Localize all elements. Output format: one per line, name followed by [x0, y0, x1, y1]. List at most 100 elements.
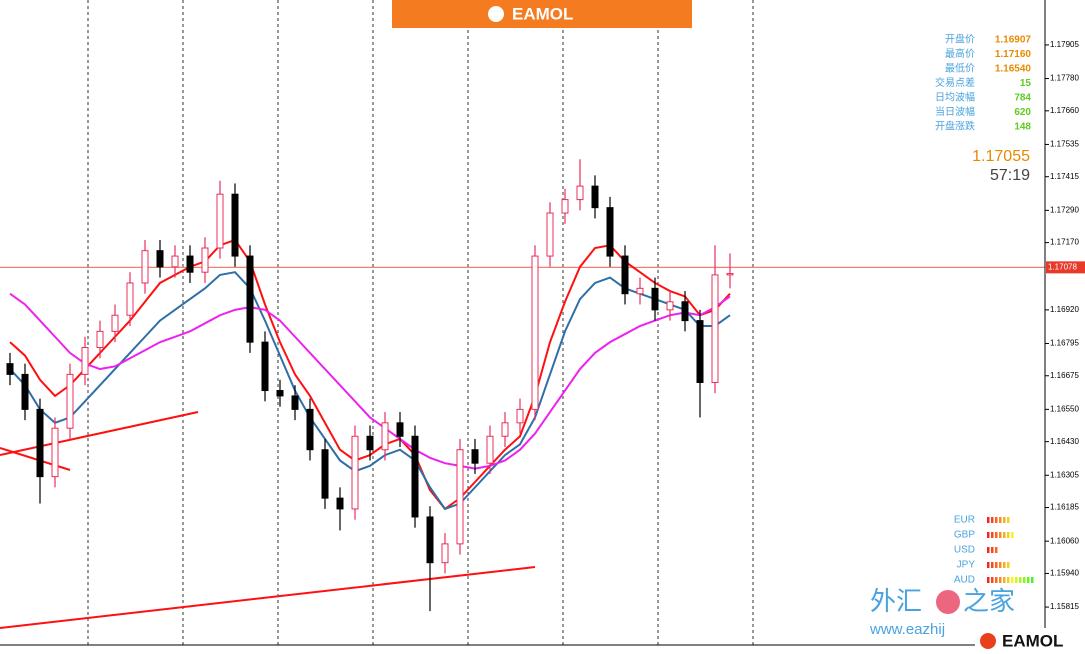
strength-cell — [1003, 562, 1006, 568]
candle-body — [231, 193, 239, 257]
candle-body — [531, 255, 539, 410]
strength-cell — [987, 517, 990, 523]
panel-label: 日均波幅 — [935, 91, 975, 104]
strength-cell — [1011, 532, 1014, 538]
strength-cell — [1007, 517, 1010, 523]
candle-body — [441, 543, 449, 564]
candle-body — [396, 422, 404, 437]
strength-cell — [995, 517, 998, 523]
candle-body — [321, 449, 329, 499]
strength-cell — [1003, 577, 1006, 583]
panel-label: 交易点差 — [935, 76, 975, 89]
strength-cell — [1011, 577, 1014, 583]
candle-body — [81, 347, 89, 375]
candle-body — [636, 287, 644, 295]
candle-body — [51, 427, 59, 478]
candle-body — [366, 435, 374, 451]
candle-body — [621, 255, 629, 295]
currency-name: JPY — [957, 560, 976, 571]
y-tick-label: 1.16920 — [1050, 305, 1079, 314]
strength-bar — [987, 577, 1034, 583]
strength-cell — [995, 562, 998, 568]
y-tick-label: 1.16795 — [1050, 339, 1079, 348]
timer: 57:19 — [990, 167, 1030, 184]
y-tick-label: 1.16550 — [1050, 404, 1079, 413]
strength-cell — [991, 577, 994, 583]
strength-cell — [991, 532, 994, 538]
candle-body — [216, 193, 224, 249]
plot — [0, 159, 1045, 612]
strength-cell — [1003, 517, 1006, 523]
trend-line — [0, 411, 199, 456]
brand: EAMOL — [512, 4, 573, 23]
strength-cell — [1019, 577, 1022, 583]
candle-body — [651, 287, 659, 311]
candle-body — [696, 320, 704, 383]
watermark: 外汇 — [870, 586, 922, 616]
moving-average — [9, 271, 731, 511]
price-axis — [1045, 0, 1085, 645]
panel-value: 620 — [1014, 107, 1031, 118]
candle-body — [351, 435, 359, 510]
candle-body — [306, 408, 314, 451]
panel-value: 15 — [1020, 78, 1032, 89]
currency-name: USD — [954, 545, 975, 556]
strength-cell — [999, 517, 1002, 523]
panel-value: 1.16907 — [995, 35, 1032, 46]
candle-body — [576, 185, 584, 201]
logo-icon — [980, 633, 996, 649]
candle-body — [156, 250, 164, 268]
strength-cell — [987, 532, 990, 538]
candle-body — [486, 435, 494, 464]
candle-body — [6, 363, 14, 375]
candle-body — [471, 449, 479, 464]
candle-body — [336, 497, 344, 510]
strength-cell — [1003, 532, 1006, 538]
moving-average — [9, 292, 731, 470]
candle-body — [381, 422, 389, 451]
candle-body — [546, 212, 554, 257]
panel-label: 最高价 — [945, 47, 975, 60]
candle-body — [726, 273, 734, 276]
candle-body — [111, 314, 119, 332]
panel-value: 784 — [1014, 93, 1031, 104]
currency-name: GBP — [954, 530, 975, 541]
footer-brand: EAMOL — [1002, 631, 1063, 650]
candle-body — [411, 435, 419, 518]
strength-cell — [987, 547, 990, 553]
y-tick-label: 1.17290 — [1050, 205, 1079, 214]
y-tick-label: 1.16060 — [1050, 536, 1079, 545]
candle-body — [456, 449, 464, 545]
y-tick-label: 1.17535 — [1050, 140, 1079, 149]
candle-body — [591, 185, 599, 209]
y-tick-label: 1.17905 — [1050, 40, 1079, 49]
candle-body — [171, 255, 179, 268]
panel-value: 1.17160 — [995, 49, 1032, 60]
strength-cell — [1023, 577, 1026, 583]
candle-body — [186, 255, 194, 273]
strength-cell — [995, 547, 998, 553]
strength-cell — [1007, 532, 1010, 538]
strength-bar — [987, 517, 1010, 523]
strength-cell — [1031, 577, 1034, 583]
candle-body — [246, 255, 254, 343]
currency-name: EUR — [954, 515, 975, 526]
brand-banner — [392, 0, 692, 28]
candle-body — [561, 199, 569, 214]
panel-value: 148 — [1014, 122, 1031, 133]
trend-line — [0, 566, 536, 629]
candle-body — [21, 373, 29, 410]
candle-body — [141, 250, 149, 284]
candle-body — [66, 373, 74, 429]
y-tick-label: 1.17170 — [1050, 238, 1079, 247]
panel-label: 开盘价 — [945, 33, 975, 46]
currency-name: AUD — [954, 575, 975, 586]
y-tick-label: 1.17660 — [1050, 106, 1079, 115]
strength-cell — [991, 562, 994, 568]
y-tick-label: 1.16185 — [1050, 503, 1079, 512]
panel-label: 当日波幅 — [935, 105, 975, 118]
candle-body — [501, 422, 509, 437]
y-tick-label: 1.15940 — [1050, 569, 1079, 578]
bid: 1.17055 — [972, 148, 1030, 165]
candle-body — [426, 516, 434, 564]
